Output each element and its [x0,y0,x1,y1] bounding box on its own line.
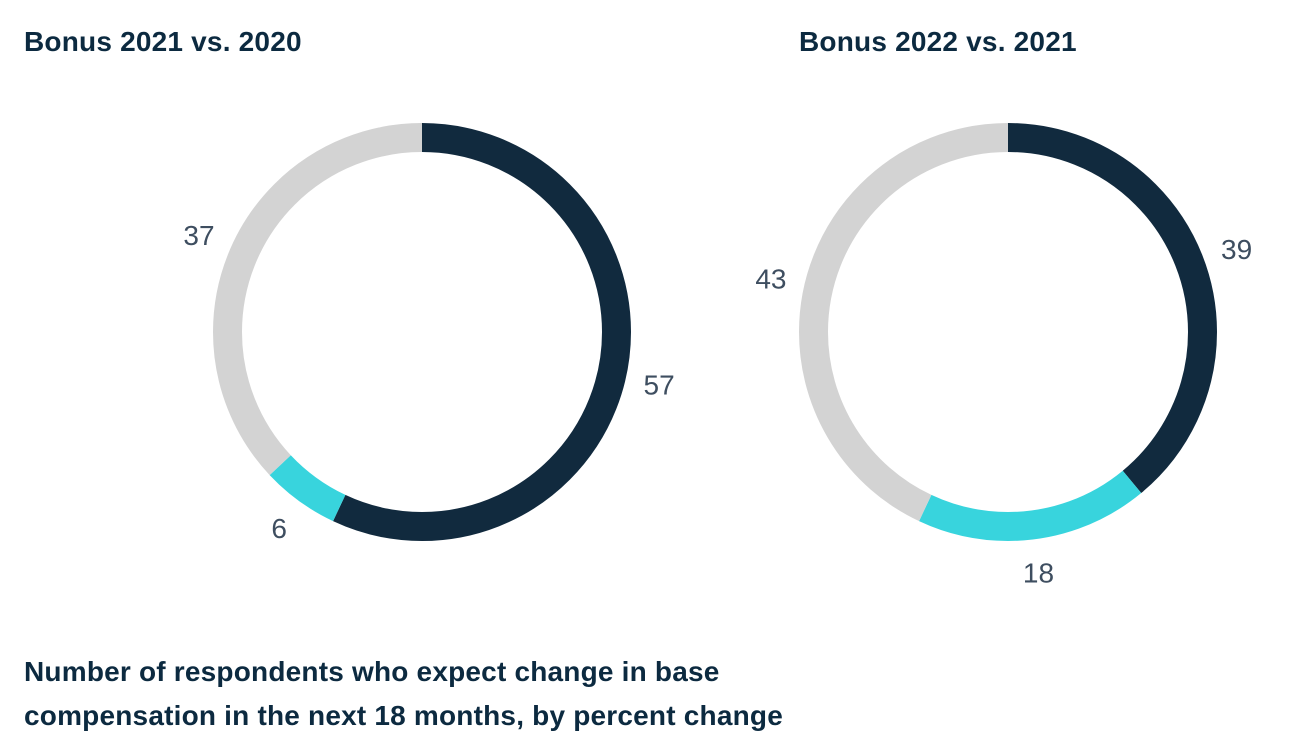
segment-value-label: 57 [644,370,675,401]
segment-value-label: 6 [271,513,287,544]
figure-caption-line-1: Number of respondents who expect change … [24,656,720,687]
chart-title-bonus-2022-vs-2021: Bonus 2022 vs. 2021 [799,26,1077,57]
segment-value-label: 39 [1221,234,1252,265]
segment-value-label: 37 [183,220,214,251]
segment-value-label: 18 [1023,558,1054,589]
segment-value-label: 43 [755,264,786,295]
donut-segment-gray [213,123,631,541]
donut-chart-bonus-2021-vs-2020: 57 6 37 [183,123,675,544]
donut-chart-bonus-2022-vs-2021: 39 18 43 [755,123,1252,589]
figure-caption: Number of respondents who expect change … [24,650,783,738]
donut-segment-cyan [799,123,1217,541]
donut-segment-gray [799,123,1217,541]
figure-caption-line-2: compensation in the next 18 months, by p… [24,700,783,731]
chart-title-bonus-2021-vs-2020: Bonus 2021 vs. 2020 [24,26,302,57]
